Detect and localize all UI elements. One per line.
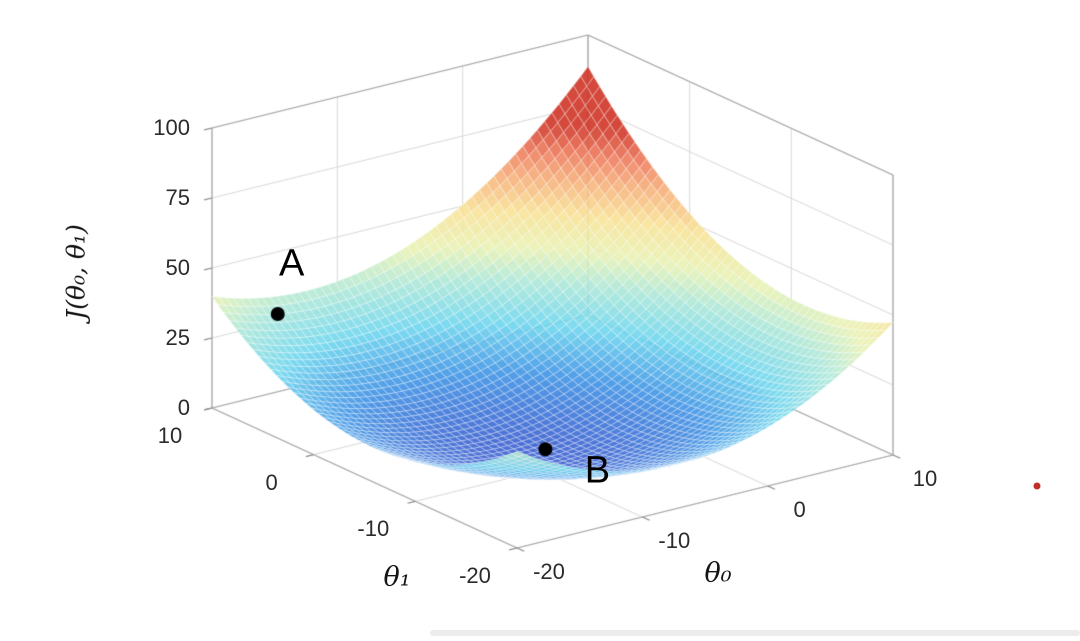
y-tick-label: 0 [265,469,278,495]
z-tick-label: 25 [165,325,190,350]
x-axis-label: θ₀ [704,557,732,589]
y-tick-label: -20 [459,563,491,588]
x-tick-label: 10 [912,466,938,491]
y-axis-label: θ₁ [383,561,411,593]
annotation-label-B: B [584,449,611,492]
x-tick-label: -20 [533,559,565,584]
x-tick-label: 0 [793,497,806,522]
annotation-label-A: A [279,242,305,285]
z-tick-label: 50 [165,255,190,280]
z-tick-label: 0 [177,395,190,420]
y-tick-label: -10 [357,516,390,542]
z-tick-label: 100 [153,115,190,140]
x-tick-label: -10 [658,528,691,553]
y-tick-label: 10 [157,423,183,448]
z-tick-label: 75 [165,185,190,210]
bottom-edge-artifact [430,630,1080,636]
red-artifact-dot [1033,482,1041,490]
z-axis-label: J(θ₀, θ₁) [61,224,91,320]
